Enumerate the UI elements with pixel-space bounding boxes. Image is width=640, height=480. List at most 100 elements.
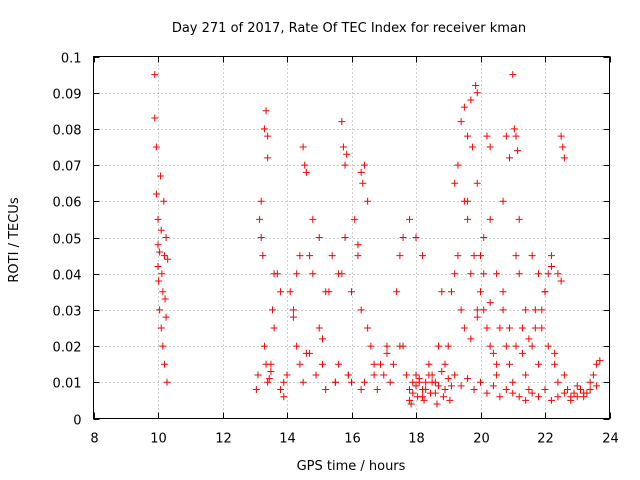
data-point — [270, 270, 278, 278]
data-point — [586, 378, 594, 386]
data-point — [360, 161, 368, 169]
data-point — [357, 306, 365, 314]
data-point — [267, 360, 275, 368]
data-point — [302, 168, 310, 176]
data-point — [159, 288, 167, 296]
data-point — [163, 378, 171, 386]
data-point — [509, 378, 517, 386]
data-point — [444, 375, 452, 383]
data-point — [560, 389, 568, 397]
data-point — [477, 288, 484, 296]
data-point — [464, 132, 472, 140]
data-point — [554, 378, 562, 386]
data-point — [299, 378, 307, 386]
data-point — [554, 270, 562, 278]
data-point — [364, 324, 372, 332]
data-point — [512, 132, 520, 140]
data-point — [528, 342, 536, 350]
data-point — [406, 386, 414, 394]
data-point — [407, 400, 415, 408]
data-point — [427, 389, 435, 397]
data-point — [343, 150, 351, 158]
data-point — [493, 371, 501, 379]
data-point — [460, 103, 468, 111]
data-point — [156, 306, 164, 314]
y-tick-label: 0.07 — [53, 160, 82, 175]
data-point — [301, 161, 309, 169]
data-point — [470, 386, 478, 394]
y-tick-label: 0.09 — [53, 88, 82, 103]
data-point — [483, 324, 491, 332]
data-point — [535, 270, 543, 278]
data-point — [312, 371, 320, 379]
data-point — [535, 393, 543, 401]
data-point — [473, 89, 481, 97]
data-point — [354, 241, 362, 249]
data-point — [162, 313, 170, 321]
data-point — [435, 382, 443, 390]
data-point — [289, 306, 297, 314]
data-point — [589, 371, 597, 379]
data-point — [158, 270, 166, 278]
data-point — [164, 255, 172, 263]
data-point — [399, 234, 407, 241]
data-point — [160, 197, 168, 205]
data-point — [560, 154, 568, 162]
data-point — [412, 234, 420, 241]
data-point — [528, 389, 536, 397]
data-point — [509, 71, 517, 79]
data-point — [318, 360, 326, 368]
data-point — [580, 389, 588, 397]
data-point — [420, 396, 428, 404]
data-point — [280, 393, 288, 401]
grid-lines — [93, 56, 610, 419]
data-point — [525, 386, 533, 394]
x-tick-label: 8 — [90, 432, 98, 447]
data-point — [547, 262, 555, 270]
data-point — [335, 270, 343, 278]
data-point — [451, 179, 459, 187]
data-point — [441, 386, 449, 394]
data-point — [412, 371, 420, 379]
data-point — [383, 349, 391, 357]
data-point — [262, 107, 270, 115]
data-point — [559, 143, 567, 151]
data-point — [576, 386, 584, 394]
data-point — [573, 382, 581, 390]
data-point — [506, 360, 514, 368]
data-point — [341, 234, 349, 241]
data-point — [464, 197, 472, 205]
x-tick-label: 24 — [602, 432, 619, 447]
data-point — [502, 342, 510, 350]
data-point — [522, 371, 530, 379]
data-point — [289, 313, 297, 321]
data-point — [496, 324, 504, 332]
data-point — [502, 386, 510, 394]
data-point — [157, 324, 165, 332]
data-point — [567, 396, 575, 404]
data-point — [154, 262, 162, 270]
data-point — [265, 375, 273, 383]
data-point — [152, 190, 160, 198]
data-point — [493, 270, 501, 278]
data-point — [286, 288, 294, 296]
data-point — [477, 252, 484, 260]
data-point — [441, 360, 449, 368]
data-point — [257, 234, 265, 241]
data-point — [596, 357, 604, 365]
data-point — [464, 215, 472, 223]
x-tick-label: 14 — [279, 432, 296, 447]
data-point — [359, 179, 367, 187]
data-point — [586, 386, 594, 394]
data-point — [293, 342, 301, 350]
data-point — [525, 335, 533, 343]
data-point — [339, 143, 347, 151]
x-tick-label: 12 — [215, 432, 232, 447]
data-point — [438, 367, 446, 375]
data-point — [467, 335, 475, 343]
data-point — [151, 114, 159, 122]
data-point — [473, 179, 481, 187]
data-point — [464, 375, 472, 383]
data-point — [477, 378, 484, 386]
